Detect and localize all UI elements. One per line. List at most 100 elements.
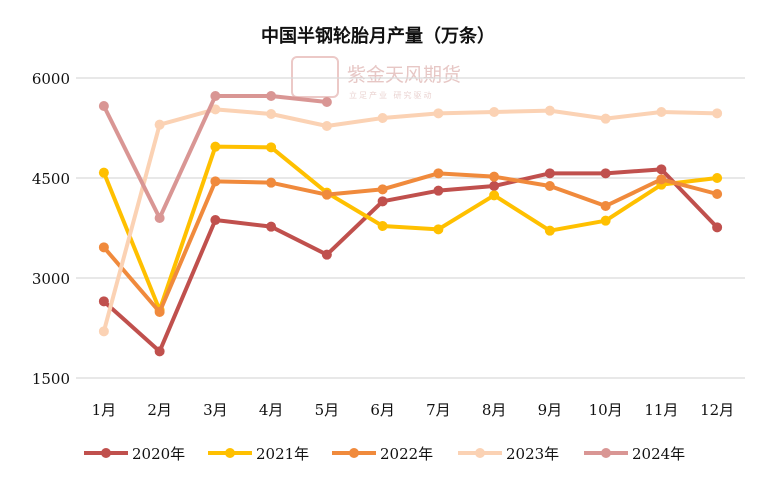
legend-label: 2023年	[506, 445, 559, 463]
data-point	[321, 121, 332, 131]
x-tick-label: 3月	[203, 401, 228, 419]
data-point	[266, 221, 277, 232]
data-point	[154, 346, 165, 357]
legend-label: 2024年	[632, 445, 685, 463]
series-1	[98, 141, 723, 315]
legend-item: 2022年	[332, 445, 433, 463]
series-0	[98, 164, 723, 357]
legend-item: 2023年	[458, 445, 559, 463]
y-tick-label: 1500	[32, 370, 70, 388]
watermark-name: 紫金天风期货	[347, 64, 461, 86]
data-point	[712, 222, 723, 233]
data-point	[600, 215, 611, 226]
data-point	[656, 174, 667, 185]
data-point	[377, 184, 388, 195]
data-point	[210, 176, 221, 187]
data-point	[656, 107, 667, 117]
legend-item: 2024年	[584, 445, 685, 463]
x-tick-label: 9月	[538, 401, 563, 419]
legend-label: 2020年	[132, 445, 185, 463]
series-line	[101, 171, 720, 314]
chart-title: 中国半钢轮胎月产量（万条）	[261, 25, 495, 47]
data-point	[210, 141, 221, 152]
series-line	[101, 167, 720, 354]
data-point	[433, 185, 444, 196]
x-tick-label: 10月	[589, 401, 623, 419]
series-group	[98, 91, 723, 357]
data-point	[544, 168, 555, 179]
data-point	[433, 168, 444, 179]
legend-label: 2022年	[380, 445, 433, 463]
data-point	[98, 326, 109, 337]
data-point	[600, 168, 611, 179]
data-point	[321, 97, 332, 107]
watermark-seal-icon	[291, 56, 339, 98]
watermark: 紫金天风期货 立足产业 研究驱动	[291, 56, 461, 100]
data-point	[656, 164, 667, 175]
data-point	[433, 108, 444, 119]
series-4	[98, 91, 332, 223]
x-tick-label: 6月	[370, 401, 395, 419]
data-point	[489, 181, 500, 191]
data-point	[210, 91, 221, 101]
grid	[76, 77, 745, 379]
data-point	[377, 113, 388, 123]
data-point	[266, 109, 277, 119]
data-point	[489, 107, 500, 117]
x-tick-label: 8月	[482, 401, 507, 419]
data-point	[266, 177, 277, 188]
data-point	[210, 215, 221, 225]
x-tick-label: 4月	[259, 401, 284, 419]
data-point	[489, 171, 500, 182]
data-point	[154, 119, 165, 130]
legend-marker	[349, 448, 359, 458]
legend: 2020年 2021年 2022年 2023年 2024年	[84, 445, 685, 463]
data-point	[712, 189, 723, 199]
x-tick-label: 5月	[315, 401, 340, 419]
data-point	[154, 307, 165, 317]
data-point	[712, 173, 723, 183]
y-axis-labels: 1500 3000 4500 6000	[32, 70, 70, 388]
data-point	[98, 296, 109, 307]
legend-label: 2021年	[256, 445, 309, 463]
data-point	[210, 104, 221, 115]
legend-item: 2021年	[208, 445, 309, 463]
data-point	[377, 196, 388, 207]
x-axis-labels: 1月 2月 3月 4月 5月 6月 7月 8月 9月 10月 11月 12月	[92, 401, 735, 419]
data-point	[321, 189, 332, 200]
data-point	[266, 142, 277, 153]
series-line	[101, 144, 720, 312]
data-point	[712, 108, 723, 119]
data-point	[544, 225, 555, 236]
data-point	[600, 113, 611, 124]
data-point	[98, 242, 109, 253]
y-tick-label: 4500	[32, 170, 70, 188]
legend-marker	[601, 448, 611, 458]
y-tick-label: 6000	[32, 70, 70, 88]
series-2	[98, 168, 723, 317]
data-point	[98, 167, 109, 178]
x-tick-label: 12月	[700, 401, 734, 419]
data-point	[600, 201, 611, 211]
data-point	[433, 224, 444, 235]
legend-item: 2020年	[84, 445, 185, 463]
legend-marker	[225, 448, 235, 458]
y-tick-label: 3000	[32, 270, 70, 288]
data-point	[154, 213, 165, 223]
data-point	[489, 190, 500, 201]
data-point	[98, 101, 109, 111]
x-tick-label: 11月	[644, 401, 678, 419]
series-3	[98, 104, 723, 337]
legend-marker	[101, 448, 111, 458]
data-point	[544, 105, 555, 116]
data-point	[544, 181, 555, 191]
data-point	[377, 221, 388, 231]
data-point	[266, 91, 277, 101]
data-point	[321, 249, 332, 260]
x-tick-label: 7月	[426, 401, 451, 419]
watermark-subtitle: 立足产业 研究驱动	[349, 90, 434, 100]
legend-marker	[475, 448, 485, 458]
x-tick-label: 2月	[147, 401, 172, 419]
x-tick-label: 1月	[92, 401, 117, 419]
